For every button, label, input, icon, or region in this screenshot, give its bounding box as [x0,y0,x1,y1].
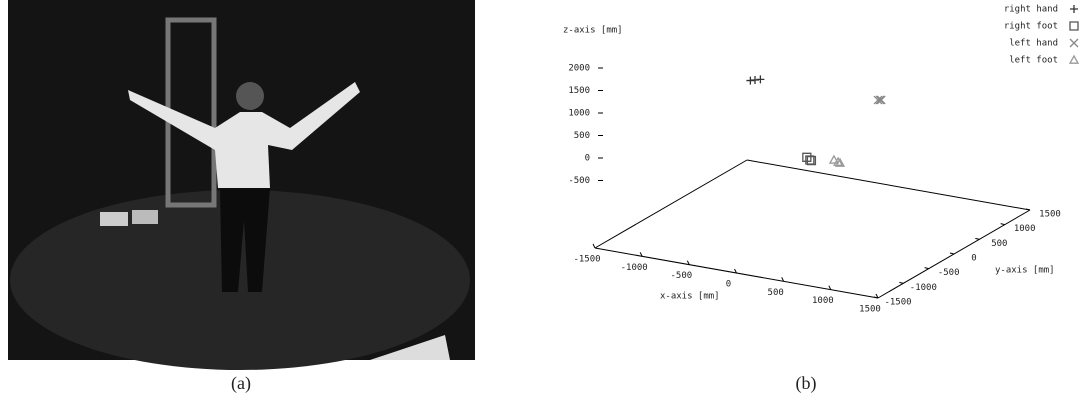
legend-label: left foot [1009,56,1058,66]
z-tick-label: 500 [574,131,590,141]
z-tick-label: -500 [568,176,590,186]
x-axis-label: x-axis [mm] [660,292,720,302]
x-tick [828,285,832,290]
point [756,75,765,84]
y-tick-label: -1000 [910,283,937,293]
y-tick [1025,208,1031,211]
caption: (a) [231,373,251,394]
x-tick [781,277,785,282]
y-tick-label: 1000 [1014,224,1036,234]
x-tick [639,252,643,257]
axis-line [594,159,748,249]
x-tick [592,243,596,249]
y-tick [899,281,904,284]
point [802,152,812,162]
point [833,156,844,166]
y-tick-label: 0 [971,254,976,264]
legend-label: right foot [1004,22,1058,32]
point [834,157,846,167]
x-tick [686,260,690,265]
point [876,95,886,105]
y-tick-label: 1500 [1039,210,1061,220]
y-tick-label: -500 [938,268,960,278]
legend-label: right hand [1004,5,1058,15]
x-tick-label: 1000 [812,296,834,306]
point [746,76,755,85]
axis-line [746,159,1031,211]
caption: (b) [796,373,817,394]
x-tick-label: 500 [768,288,784,298]
x-tick-label: -1500 [573,255,600,265]
photo [8,0,475,370]
x-tick-label: 0 [726,280,731,290]
x-tick [875,293,879,299]
y-tick [924,267,929,270]
point [828,154,840,164]
legend-marker [1069,38,1079,48]
x-tick-label: -1000 [621,263,648,273]
legend-marker [1070,5,1078,13]
z-tick-label: 1000 [568,109,590,119]
y-tick-label: -1500 [884,298,911,308]
point [875,95,885,105]
x-tick [734,268,737,274]
legend-label: left hand [1009,39,1058,49]
z-axis-label: z-axis [mm] [563,26,623,36]
legend-marker [1068,54,1080,64]
point [806,155,817,166]
x-tick-label: 1500 [859,305,881,315]
y-tick-label: 500 [991,239,1007,249]
y-tick [975,237,980,240]
z-tick-label: 1500 [568,86,590,96]
y-axis-label: y-axis [mm] [995,266,1055,276]
z-tick-label: 0 [585,154,590,164]
legend-marker [1069,21,1079,31]
y-tick [1000,223,1005,226]
z-tick-label: 2000 [568,64,590,74]
point [873,95,883,105]
y-tick [949,252,955,255]
y-tick [873,296,879,299]
x-tick-label: -500 [670,271,692,281]
